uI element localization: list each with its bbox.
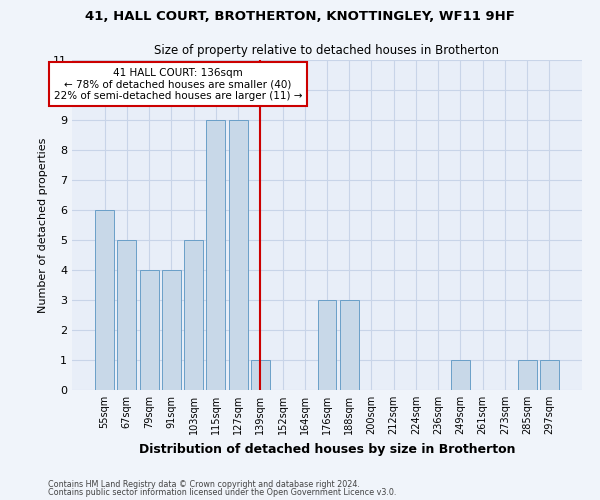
- Text: 41, HALL COURT, BROTHERTON, KNOTTINGLEY, WF11 9HF: 41, HALL COURT, BROTHERTON, KNOTTINGLEY,…: [85, 10, 515, 23]
- Bar: [251, 360, 270, 390]
- Bar: [540, 360, 559, 390]
- Bar: [206, 120, 225, 390]
- Y-axis label: Number of detached properties: Number of detached properties: [38, 138, 47, 312]
- Bar: [340, 300, 359, 390]
- Bar: [317, 300, 337, 390]
- Text: Contains HM Land Registry data © Crown copyright and database right 2024.: Contains HM Land Registry data © Crown c…: [48, 480, 360, 489]
- Bar: [184, 240, 203, 390]
- Bar: [118, 240, 136, 390]
- Bar: [451, 360, 470, 390]
- Bar: [140, 270, 158, 390]
- Bar: [162, 270, 181, 390]
- X-axis label: Distribution of detached houses by size in Brotherton: Distribution of detached houses by size …: [139, 442, 515, 456]
- Bar: [95, 210, 114, 390]
- Text: 41 HALL COURT: 136sqm
← 78% of detached houses are smaller (40)
22% of semi-deta: 41 HALL COURT: 136sqm ← 78% of detached …: [54, 68, 302, 100]
- Text: Contains public sector information licensed under the Open Government Licence v3: Contains public sector information licen…: [48, 488, 397, 497]
- Title: Size of property relative to detached houses in Brotherton: Size of property relative to detached ho…: [155, 44, 499, 58]
- Bar: [518, 360, 536, 390]
- Bar: [229, 120, 248, 390]
